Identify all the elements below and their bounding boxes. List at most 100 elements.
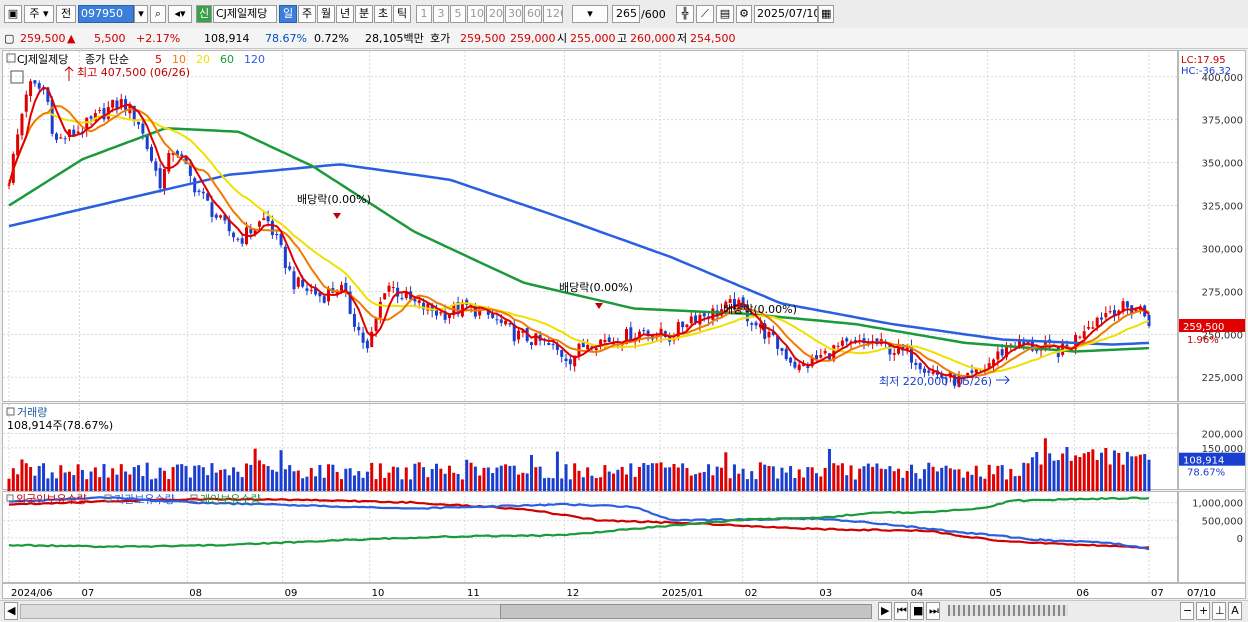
volume-bar [577,470,581,491]
lc-label: LC:17.95 [1181,55,1226,66]
candle-body [387,285,391,292]
volume-bar [275,471,279,491]
ask-price: 259,500 [460,32,506,45]
volume-bar [655,463,659,491]
candle-body [1104,313,1108,318]
price-chart[interactable]: CJ제일제당 종가 단순 5 10 20 60 120 최고 407,500 (06/26) 최… [3,51,1179,403]
save-icon[interactable]: ▤ [716,5,734,23]
interval-5[interactable]: 5 [450,5,466,23]
date-label-11: 05 [989,588,1002,599]
candle-body [1095,317,1099,327]
line-tool-icon[interactable]: ⟋ [696,5,714,23]
volume-bar [590,475,594,491]
search-icon[interactable]: ⌕ [150,5,166,23]
period-5[interactable]: 초 [374,5,392,23]
volume-bar [1147,459,1151,491]
candle-body [426,303,430,311]
candle-body [348,291,352,314]
interval-dropdown[interactable]: ▾ [572,5,608,23]
forward-icon[interactable]: ⏭ [926,602,940,620]
volume-bar [236,471,240,491]
volume-bar [20,459,24,491]
low-annotation: 최저 220,000 (05/26) [879,375,992,388]
scrollbar-track[interactable] [20,604,502,619]
candle-body [836,345,840,347]
hold-legend-1: 기관보유수량 [114,493,175,506]
volume-bar [702,471,706,491]
candle-body [456,302,460,315]
speaker-icon[interactable]: ◂▾ [168,5,192,23]
interval-10[interactable]: 10 [467,5,485,23]
volume-title: 거래량 [17,406,47,419]
volume-bar [927,462,931,491]
mode-select[interactable]: 주 ▾ [24,5,54,23]
date-label-8: 02 [745,588,758,599]
date-input[interactable]: 2025/07/10 [754,5,818,23]
count-input[interactable]: 265 [612,5,640,23]
scroll-right-icon[interactable]: ▶ [878,602,892,620]
candle-body [754,322,758,326]
interval-30[interactable]: 30 [505,5,523,23]
volume-bar [521,472,525,491]
prev-button[interactable]: 전 [56,5,76,23]
candle-body [378,301,382,318]
interval-60[interactable]: 60 [524,5,542,23]
vol-last-label: 108,914 [1183,456,1224,467]
candle-body [495,319,499,321]
candle-body [819,354,823,358]
gear-icon[interactable]: ⚙ [736,5,752,23]
volume-bar [599,477,603,491]
code-dropdown-icon[interactable]: ▾ [134,5,148,23]
volume-bar [659,462,663,491]
volume-panel[interactable]: 거래량 108,914주(78.67%) [2,403,1179,491]
rewind-icon[interactable]: ⏮ [894,602,908,620]
volume-bar [383,477,387,491]
period-2[interactable]: 월 [317,5,335,23]
chart-tool-icon[interactable]: ╬ [676,5,694,23]
reset-icon[interactable]: ⊥ [1212,602,1226,620]
calendar-icon[interactable]: ▦ [818,5,834,23]
candle-body [789,357,793,363]
holdings-chart[interactable]: 외국인보유수량 기관보유수량 개인보유수량 [3,492,1179,584]
dividend-annotation-1: 배당락(0.00%) [297,193,371,206]
period-4[interactable]: 분 [355,5,373,23]
interval-1[interactable]: 1 [416,5,432,23]
interval-120[interactable]: 120 [543,5,563,23]
stop-icon[interactable]: ■ [910,602,924,620]
code-input[interactable]: 097950 [78,5,134,23]
volume-bar [1048,453,1052,491]
volume-bar [1000,465,1004,491]
zoom-in-icon[interactable]: + [1196,602,1210,620]
candle-body [1091,327,1095,329]
volume-bar [1022,462,1026,491]
volume-legend-icon [6,407,15,416]
font-icon[interactable]: A [1228,602,1242,620]
candle-body [530,342,533,345]
period-3[interactable]: 년 [336,5,354,23]
volume-bar [823,467,827,491]
volume-bar [180,464,184,491]
interval-20[interactable]: 20 [486,5,504,23]
volume-bar [1134,456,1138,491]
layout-icon[interactable]: ▣ [4,5,22,23]
volume-bar [340,479,343,491]
holdings-panel[interactable]: 외국인보유수량 기관보유수량 개인보유수량 [2,491,1179,584]
price-panel[interactable]: CJ제일제당 종가 단순 5 10 20 60 120 최고 407,500 (06/26) 최… [2,50,1179,403]
period-1[interactable]: 주 [298,5,316,23]
period-0[interactable]: 일 [279,5,297,23]
candle-body [1000,349,1004,356]
candle-body [102,108,106,120]
zoom-ruler[interactable] [948,605,1068,616]
scroll-left-icon[interactable]: ◀ [4,602,18,620]
period-6[interactable]: 틱 [393,5,411,23]
scrollbar-thumb[interactable] [500,604,872,619]
volume-bar [858,468,862,491]
volume-bar [711,475,715,491]
interval-3[interactable]: 3 [433,5,449,23]
candle-body [625,329,628,344]
candle-body [534,333,538,345]
volume-bar [219,470,223,491]
zoom-out-icon[interactable]: − [1180,602,1194,620]
candle-body [193,178,197,193]
